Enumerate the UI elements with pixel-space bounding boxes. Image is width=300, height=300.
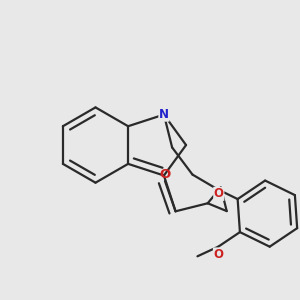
Text: O: O <box>214 248 224 261</box>
Text: O: O <box>214 187 224 200</box>
Text: O: O <box>159 168 171 181</box>
Text: N: N <box>159 108 169 121</box>
